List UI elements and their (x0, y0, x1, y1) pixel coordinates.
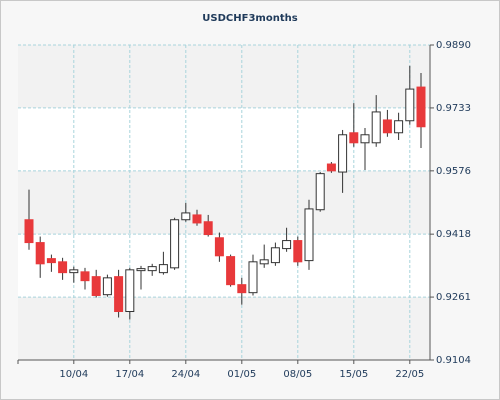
y-tick-label: 0.9890 (436, 40, 471, 51)
candle-body (371, 111, 381, 144)
candle-body (170, 219, 180, 269)
candle-body (24, 219, 34, 244)
candle-body (326, 163, 336, 172)
candle-body (203, 221, 213, 236)
candle-body (147, 266, 157, 272)
plot-band (18, 170, 430, 235)
x-tick-label: 10/04 (59, 369, 88, 380)
candle-body (304, 208, 314, 262)
candle-body (91, 276, 101, 296)
candle-body (360, 134, 370, 144)
candle-body (181, 212, 191, 221)
candle-body (58, 261, 68, 274)
candle-body (46, 258, 56, 264)
x-tick-label: 22/05 (395, 369, 424, 380)
candle-body (114, 276, 124, 313)
chart-title: USDCHF3months (202, 13, 297, 24)
y-tick-label: 0.9733 (436, 103, 471, 114)
candle-body (248, 261, 258, 294)
candle-body (102, 277, 112, 296)
plot-band (18, 45, 430, 108)
x-tick-label: 01/05 (227, 369, 256, 380)
y-tick-label: 0.9418 (436, 229, 471, 240)
candle-body (80, 271, 90, 282)
candle-body (405, 88, 415, 122)
candle-body (382, 119, 392, 134)
candle-body (394, 120, 404, 134)
candle-body (293, 240, 303, 263)
candle-body (125, 269, 135, 313)
x-tick-label: 08/05 (283, 369, 312, 380)
candle-body (237, 284, 247, 294)
candle-body (315, 173, 325, 211)
candle-body (35, 242, 45, 265)
candle-body (136, 268, 146, 272)
y-tick-label: 0.9576 (436, 166, 471, 177)
x-tick-label: 15/05 (339, 369, 368, 380)
candle-body (214, 237, 224, 257)
candle-body (416, 86, 426, 128)
candle-body (338, 134, 348, 173)
candle-body (69, 269, 79, 274)
candle-body (158, 264, 168, 274)
candle-body (259, 259, 269, 265)
candle-body (349, 132, 359, 144)
candle-body (282, 240, 292, 250)
candle-body (192, 214, 202, 224)
candle-body (226, 256, 236, 286)
y-tick-label: 0.9104 (436, 355, 471, 366)
y-tick-label: 0.9261 (436, 292, 471, 303)
x-tick-label: 17/04 (115, 369, 144, 380)
x-tick-label: 24/04 (171, 369, 200, 380)
candle-body (270, 247, 280, 264)
plot-band (18, 297, 430, 360)
